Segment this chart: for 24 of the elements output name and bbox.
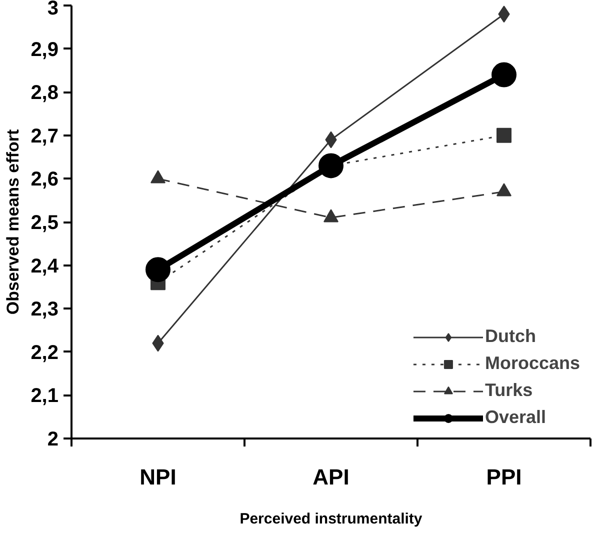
legend-label: Dutch xyxy=(484,326,536,347)
y-tick-label: 2,2 xyxy=(30,342,59,364)
x-tick-label: PPI xyxy=(486,464,522,490)
y-tick-label: 2,6 xyxy=(30,168,59,191)
point xyxy=(496,128,512,143)
legend-label: Moroccans xyxy=(484,353,580,374)
legend-label: Overall xyxy=(484,407,546,428)
legend-label: Turks xyxy=(484,380,533,401)
y-tick-label: 2,5 xyxy=(30,212,59,234)
y-tick-label: 2,9 xyxy=(30,38,59,61)
y-tick-label: 2,4 xyxy=(30,255,60,278)
y-tick-label: 2 xyxy=(47,428,58,450)
x-tick-label: API xyxy=(312,464,350,490)
y-tick-label: 2,3 xyxy=(30,298,59,321)
x-tick-label: NPI xyxy=(140,464,176,490)
point xyxy=(492,62,516,88)
y-axis-title: Observed means effort xyxy=(4,129,23,315)
point xyxy=(146,257,170,282)
x-axis-title: Perceived instrumentality xyxy=(240,510,423,528)
y-tick-label: 2,1 xyxy=(30,385,59,408)
y-tick-label: 2,8 xyxy=(30,82,59,104)
y-tick-label: 2,7 xyxy=(30,125,59,148)
point xyxy=(318,153,344,178)
y-tick-label: 3 xyxy=(47,0,58,20)
